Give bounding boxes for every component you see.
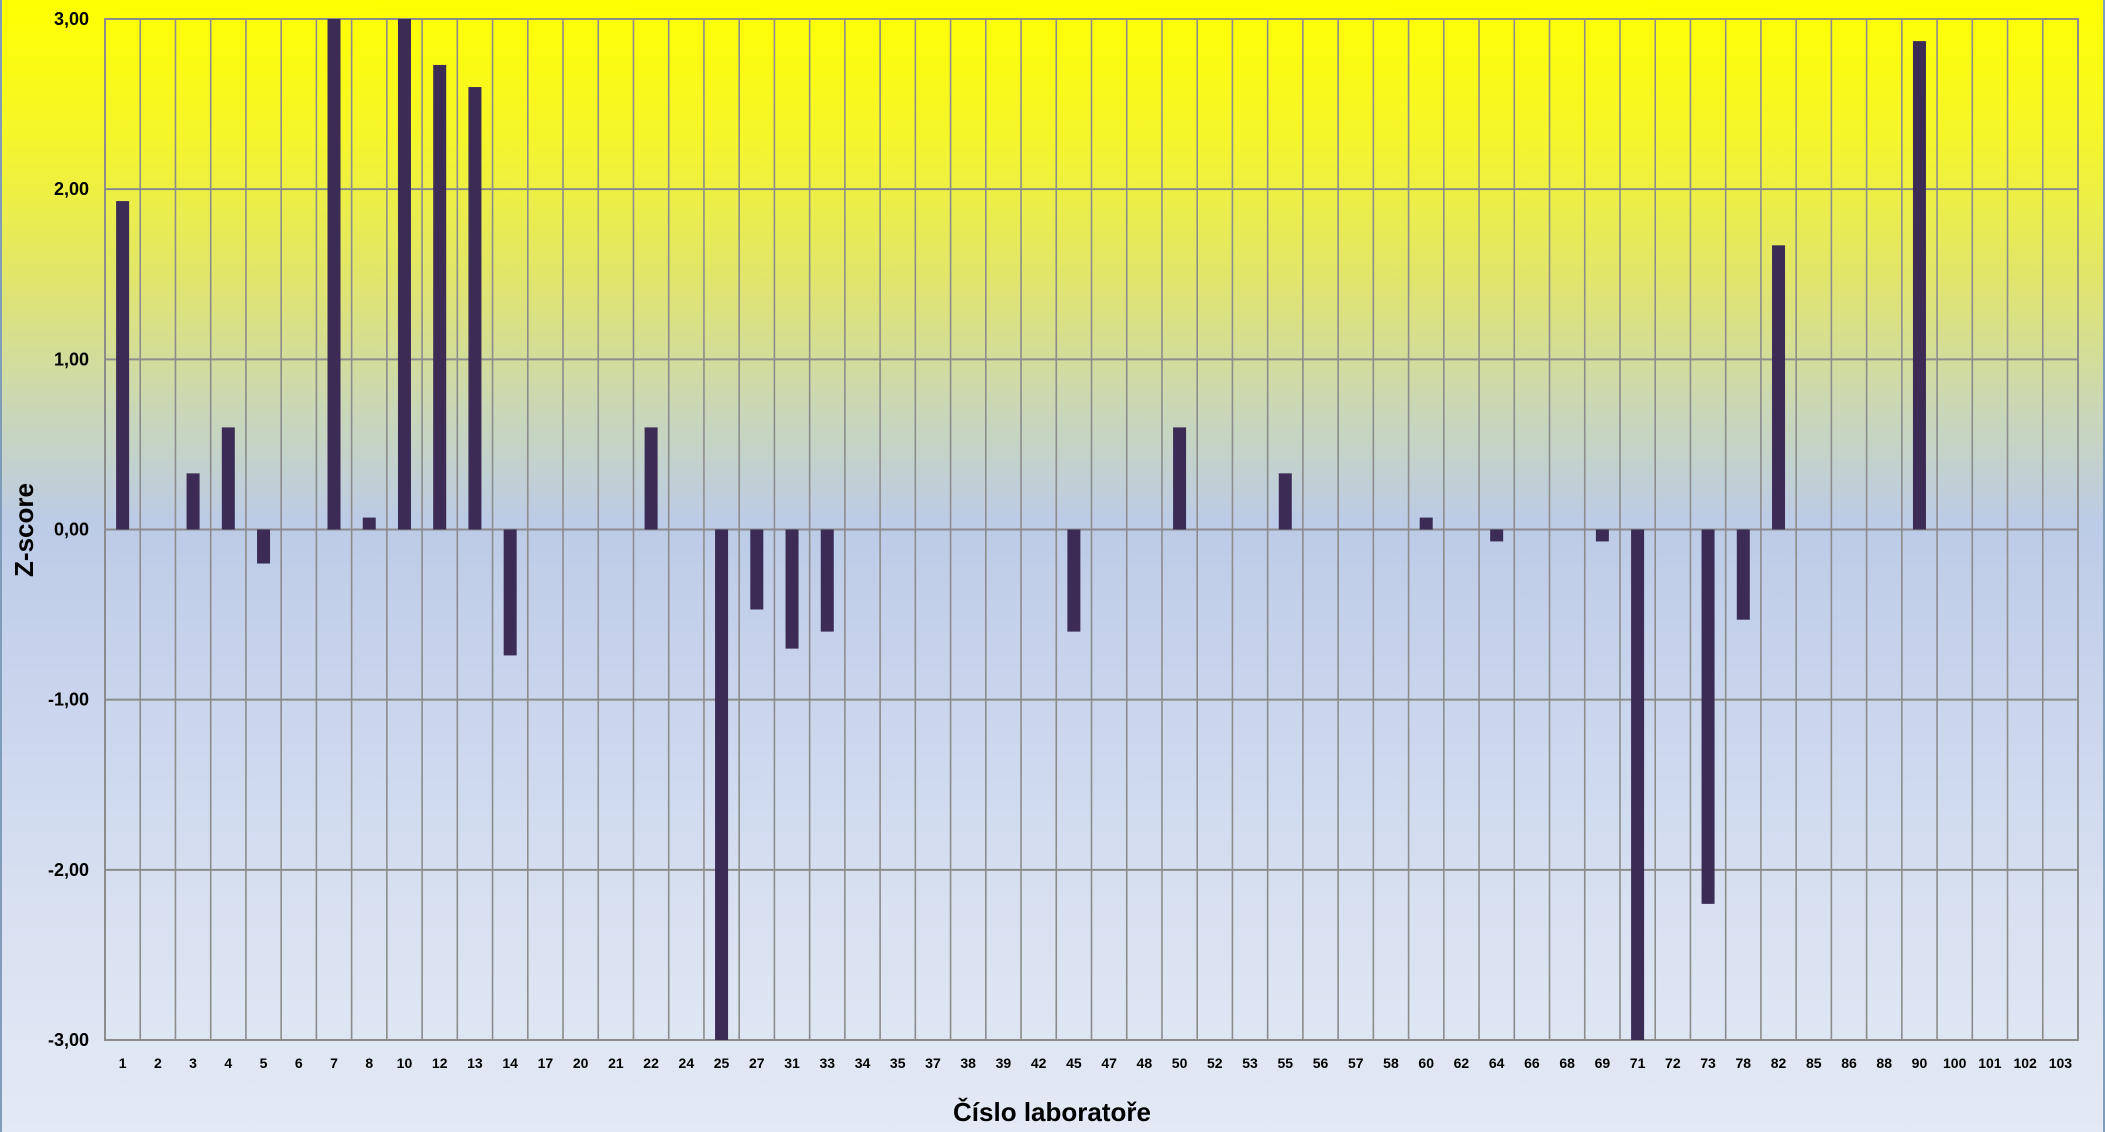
- x-tick-label: 102: [2013, 1055, 2037, 1071]
- y-tick-label: 1,00: [54, 349, 89, 369]
- y-tick-label: 0,00: [54, 520, 89, 540]
- bar-lab-14: [503, 529, 517, 656]
- x-tick-label: 6: [295, 1055, 303, 1071]
- y-tick-label: 2,00: [54, 179, 89, 199]
- x-tick-label: 82: [1771, 1055, 1787, 1071]
- bar-lab-60: [1419, 517, 1433, 530]
- x-tick-label: 71: [1630, 1055, 1646, 1071]
- bar-lab-78: [1736, 529, 1750, 620]
- x-tick-label: 2: [154, 1055, 162, 1071]
- bars: [116, 19, 1926, 1040]
- x-tick-label: 5: [260, 1055, 268, 1071]
- x-tick-label: 13: [467, 1055, 483, 1071]
- x-tick-label: 25: [714, 1055, 730, 1071]
- bar-lab-7: [327, 19, 341, 530]
- x-tick-labels: 1 2 3 4 5 6 7 8 10 12 13 14 17 20 21 22 24 25 27 31 33 34 35 37…: [119, 1055, 2073, 1071]
- x-tick-label: 34: [855, 1055, 871, 1071]
- bar-lab-50: [1173, 427, 1187, 530]
- x-tick-label: 1: [119, 1055, 127, 1071]
- x-tick-label: 66: [1524, 1055, 1540, 1071]
- x-tick-label: 57: [1348, 1055, 1364, 1071]
- bar-lab-10: [397, 19, 411, 530]
- bar-lab-8: [362, 517, 376, 530]
- x-tick-label: 20: [573, 1055, 589, 1071]
- bar-lab-13: [468, 87, 482, 530]
- x-tick-label: 53: [1242, 1055, 1258, 1071]
- x-tick-label: 17: [538, 1055, 554, 1071]
- x-tick-label: 88: [1876, 1055, 1892, 1071]
- x-tick-label: 33: [819, 1055, 835, 1071]
- x-tick-label: 103: [2049, 1055, 2073, 1071]
- x-tick-label: 38: [960, 1055, 976, 1071]
- bar-lab-71: [1631, 529, 1645, 1040]
- bar-lab-1: [116, 201, 130, 530]
- x-tick-label: 14: [502, 1055, 518, 1071]
- x-tick-label: 85: [1806, 1055, 1822, 1071]
- y-tick-label: -1,00: [48, 690, 89, 710]
- x-tick-label: 55: [1277, 1055, 1293, 1071]
- x-tick-label: 101: [1978, 1055, 2002, 1071]
- bar-lab-33: [820, 529, 834, 632]
- x-tick-label: 100: [1943, 1055, 1967, 1071]
- x-tick-label: 4: [224, 1055, 232, 1071]
- x-tick-label: 52: [1207, 1055, 1223, 1071]
- x-tick-label: 64: [1489, 1055, 1505, 1071]
- bar-lab-31: [785, 529, 799, 649]
- x-axis-title: Číslo laboratoře: [953, 1097, 1151, 1127]
- bar-lab-69: [1595, 529, 1609, 542]
- x-tick-label: 78: [1736, 1055, 1752, 1071]
- x-tick-label: 22: [643, 1055, 659, 1071]
- x-tick-label: 8: [365, 1055, 373, 1071]
- x-tick-label: 42: [1031, 1055, 1047, 1071]
- x-tick-label: 47: [1101, 1055, 1117, 1071]
- x-tick-label: 48: [1137, 1055, 1153, 1071]
- x-tick-label: 68: [1559, 1055, 1575, 1071]
- y-axis-title: Z-score: [9, 483, 39, 577]
- x-tick-label: 31: [784, 1055, 800, 1071]
- x-tick-label: 50: [1172, 1055, 1188, 1071]
- x-tick-label: 90: [1912, 1055, 1928, 1071]
- x-tick-label: 10: [397, 1055, 413, 1071]
- x-tick-label: 39: [996, 1055, 1012, 1071]
- bar-lab-73: [1701, 529, 1715, 904]
- bar-lab-3: [186, 473, 200, 530]
- x-tick-label: 45: [1066, 1055, 1082, 1071]
- bar-lab-27: [750, 529, 764, 610]
- bar-lab-25: [715, 529, 729, 1040]
- x-tick-label: 69: [1595, 1055, 1611, 1071]
- x-tick-label: 72: [1665, 1055, 1681, 1071]
- x-tick-label: 7: [330, 1055, 338, 1071]
- bar-lab-4: [221, 427, 235, 530]
- x-tick-label: 3: [189, 1055, 197, 1071]
- bar-lab-5: [257, 529, 271, 564]
- x-tick-label: 21: [608, 1055, 624, 1071]
- x-tick-label: 60: [1418, 1055, 1434, 1071]
- y-tick-label: -2,00: [48, 860, 89, 880]
- x-tick-label: 56: [1313, 1055, 1329, 1071]
- bar-lab-64: [1490, 529, 1504, 542]
- bar-lab-90: [1912, 41, 1926, 530]
- x-tick-label: 27: [749, 1055, 765, 1071]
- x-tick-label: 86: [1841, 1055, 1857, 1071]
- x-tick-label: 35: [890, 1055, 906, 1071]
- y-tick-label: 3,00: [54, 9, 89, 29]
- x-tick-label: 58: [1383, 1055, 1399, 1071]
- bar-lab-82: [1772, 245, 1786, 530]
- x-tick-label: 37: [925, 1055, 941, 1071]
- x-tick-label: 73: [1700, 1055, 1716, 1071]
- x-tick-label: 24: [679, 1055, 695, 1071]
- bar-lab-45: [1067, 529, 1081, 632]
- bar-lab-22: [644, 427, 658, 530]
- bar-lab-12: [433, 64, 447, 530]
- x-tick-label: 62: [1454, 1055, 1470, 1071]
- y-tick-label: -3,00: [48, 1030, 89, 1050]
- bar-lab-55: [1278, 473, 1292, 530]
- y-tick-labels: 3,00 2,00 1,00 0,00 -1,00 -2,00 -3,00: [48, 9, 89, 1050]
- x-tick-label: 12: [432, 1055, 448, 1071]
